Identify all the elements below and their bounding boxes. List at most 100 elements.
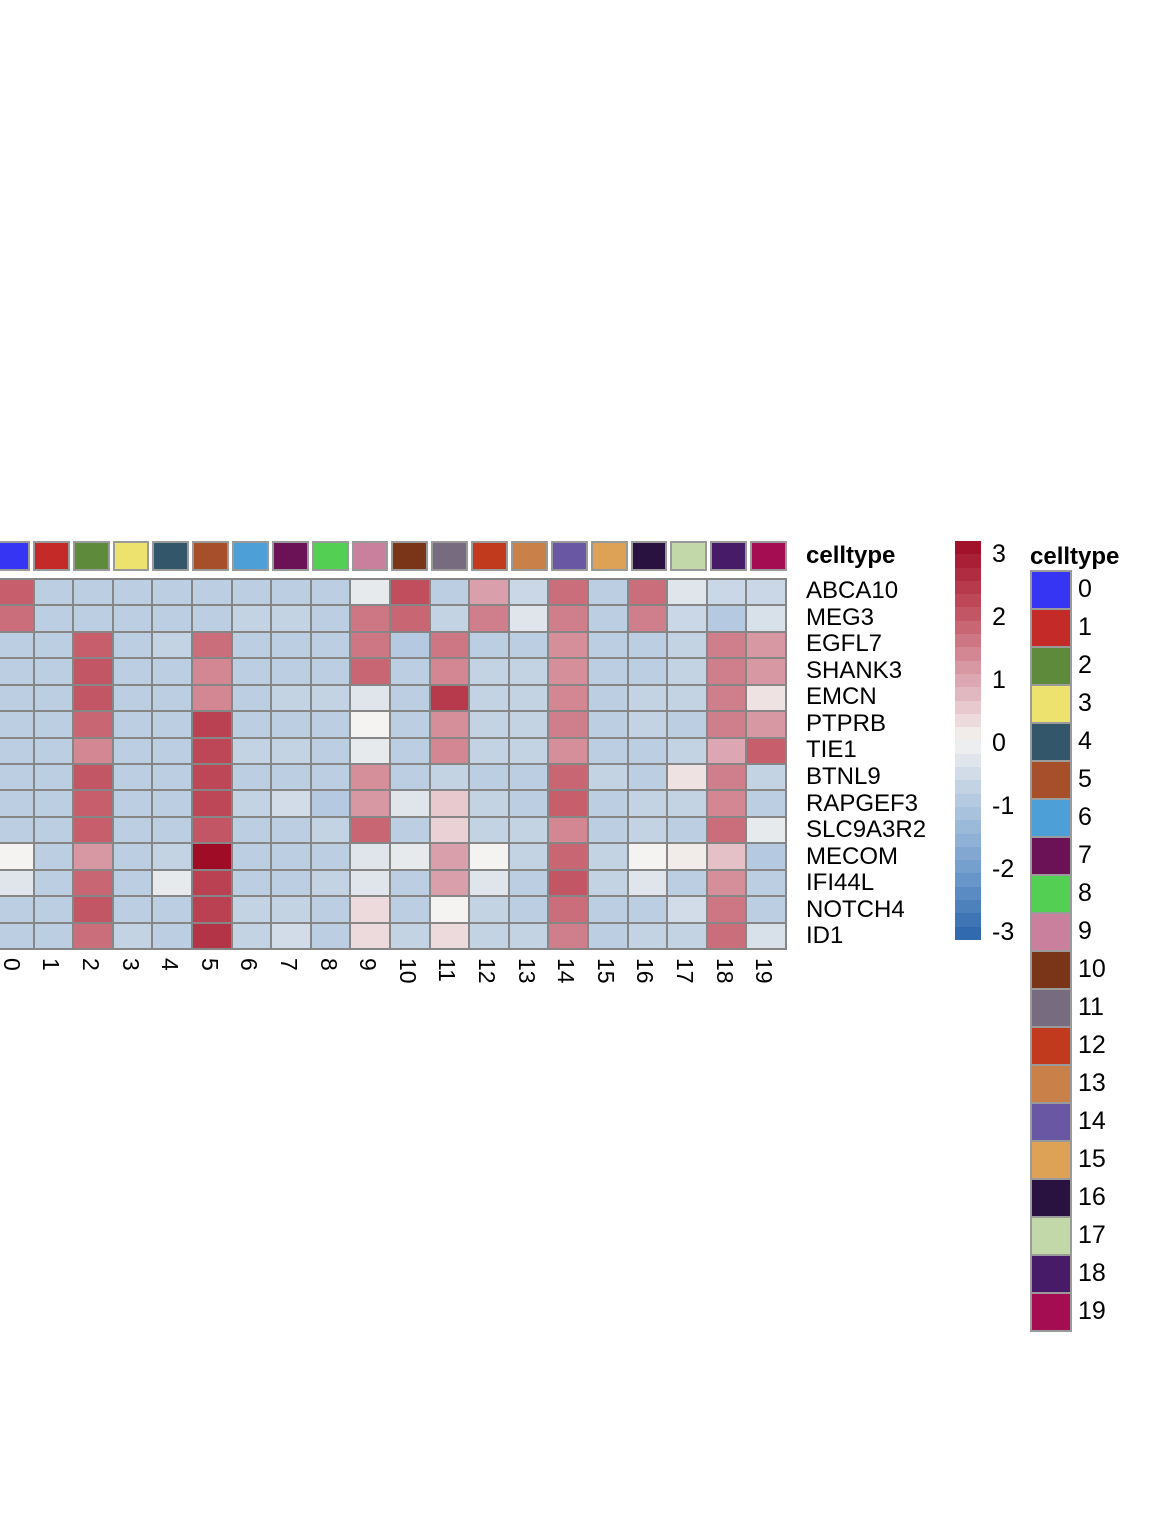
heatmap-cell	[113, 712, 152, 737]
heatmap-cell	[390, 606, 429, 631]
colorbar-step	[955, 886, 981, 901]
heatmap-cell	[351, 712, 389, 737]
celltype-annotation-bar	[0, 541, 787, 571]
celltype-legend-swatches	[1030, 570, 1072, 1332]
column-label: 0	[0, 958, 25, 971]
heatmap-cell	[549, 923, 587, 948]
heatmap-cell	[628, 870, 667, 896]
row-label: MECOM	[806, 842, 898, 870]
heatmap-cell	[74, 870, 112, 896]
heatmap-cell	[390, 659, 429, 684]
heatmap-cell	[192, 606, 231, 631]
heatmap-cell	[153, 632, 191, 658]
heatmap-cell	[628, 659, 667, 684]
heatmap-cell	[113, 632, 152, 658]
colorbar-tick-label: -3	[992, 918, 1015, 946]
heatmap-cell	[668, 870, 706, 896]
heatmap-cell	[628, 685, 667, 711]
legend-swatch-7	[1032, 838, 1070, 874]
heatmap-cell	[311, 817, 350, 843]
heatmap-cell	[430, 897, 469, 922]
heatmap-cell	[390, 791, 429, 816]
heatmap-cell	[34, 632, 73, 658]
column-label: 9	[355, 958, 382, 971]
heatmap-cell	[430, 738, 469, 763]
heatmap-cell	[509, 791, 548, 816]
legend-swatch-11	[1032, 990, 1070, 1026]
heatmap-cell	[192, 712, 231, 737]
heatmap-cell	[628, 817, 667, 843]
legend-title: celltype	[1030, 543, 1120, 570]
heatmap-cell	[153, 817, 191, 843]
heatmap-cell	[747, 738, 785, 763]
legend-swatch-19	[1032, 1294, 1070, 1330]
row-label: BTNL9	[806, 763, 881, 790]
legend-label: 0	[1078, 575, 1092, 603]
heatmap-cell	[113, 580, 152, 605]
heatmap-cell	[390, 817, 429, 843]
heatmap-cell	[588, 685, 627, 711]
heatmap-cell	[311, 923, 350, 948]
heatmap-cell	[747, 844, 785, 869]
heatmap-cell	[113, 923, 152, 948]
heatmap-cell	[549, 738, 587, 763]
column-label: 15	[592, 958, 619, 984]
heatmap-cell	[113, 606, 152, 631]
colorbar-step	[955, 700, 981, 714]
heatmap-cell	[509, 738, 548, 763]
colorbar-step	[955, 860, 981, 874]
heatmap-cell	[153, 844, 191, 869]
heatmap-cell	[74, 580, 112, 605]
heatmap-cell	[192, 685, 231, 711]
heatmap-cell	[470, 765, 508, 790]
heatmap-cell	[509, 685, 548, 711]
legend-label: 6	[1078, 803, 1092, 831]
heatmap-cell	[272, 870, 310, 896]
heatmap-cell	[272, 897, 310, 922]
heatmap-cell	[707, 923, 746, 948]
heatmap-cell	[192, 844, 231, 869]
heatmap-cell	[311, 685, 350, 711]
colorbar-step	[955, 687, 981, 701]
heatmap-cell	[74, 817, 112, 843]
heatmap-cell	[153, 765, 191, 790]
heatmap-cell	[628, 606, 667, 631]
heatmap-cell	[192, 870, 231, 896]
heatmap-cell	[707, 606, 746, 631]
heatmap-cell	[549, 580, 587, 605]
heatmap-cell	[153, 580, 191, 605]
heatmap-cell	[351, 791, 389, 816]
row-label: SHANK3	[806, 656, 903, 684]
heatmap-cell	[192, 580, 231, 605]
celltype-annotation-cell-9	[351, 541, 389, 571]
heatmap-cell	[509, 580, 548, 605]
heatmap-cell	[470, 632, 508, 658]
heatmap-cell	[430, 923, 469, 948]
heatmap-cell	[272, 606, 310, 631]
heatmap-cell	[747, 923, 785, 948]
heatmap-cell	[192, 765, 231, 790]
heatmap-cell	[668, 791, 706, 816]
legend-swatch-1	[1032, 610, 1070, 646]
colorbar-tick-label: -1	[992, 792, 1015, 820]
heatmap-cell	[113, 844, 152, 869]
colorbar-step	[955, 926, 981, 940]
heatmap-cell	[707, 791, 746, 816]
heatmap-cell	[747, 765, 785, 790]
heatmap-cell	[430, 791, 469, 816]
heatmap-cell	[470, 712, 508, 737]
heatmap-cell	[153, 791, 191, 816]
heatmap-cell	[668, 923, 706, 948]
heatmap-cell	[34, 923, 73, 948]
heatmap-cell	[390, 923, 429, 948]
heatmap-cell	[549, 844, 587, 869]
legend-swatch-17	[1032, 1218, 1070, 1254]
colorbar-step	[955, 727, 981, 741]
celltype-annotation-title: celltype	[806, 542, 896, 569]
colorbar-step	[955, 780, 981, 794]
legend-swatch-8	[1032, 876, 1070, 912]
heatmap-cell	[588, 580, 627, 605]
heatmap-cell	[34, 897, 73, 922]
column-label: 1	[38, 958, 65, 971]
celltype-annotation-cell-19	[750, 541, 787, 571]
